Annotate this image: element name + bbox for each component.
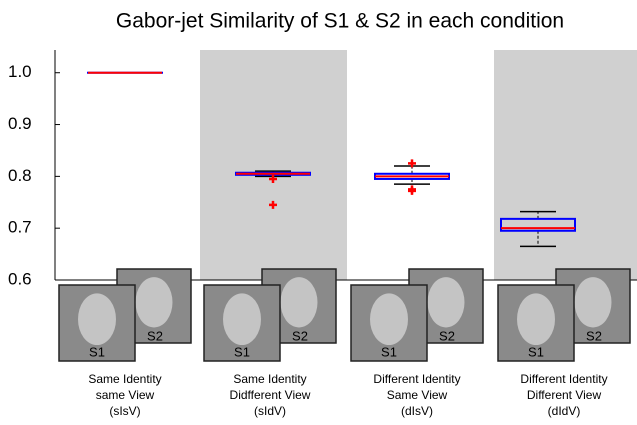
x-category-label: same View	[96, 388, 155, 402]
x-category-label: Same Identity	[233, 372, 306, 386]
x-category-label: Same View	[387, 388, 448, 402]
x-category-label: Didfferent View	[230, 388, 311, 402]
x-category-label: (dIdV)	[548, 404, 581, 418]
face	[574, 277, 612, 328]
face-label: S1	[89, 344, 105, 359]
chart-title: Gabor-jet Similarity of S1 & S2 in each …	[116, 10, 564, 33]
outlier	[269, 200, 277, 209]
face	[427, 277, 465, 328]
x-category-label: Different Identity	[373, 372, 460, 386]
face	[135, 277, 173, 328]
face-label: S1	[528, 344, 544, 359]
column-shade	[200, 50, 347, 280]
column-shade	[494, 50, 637, 280]
face-photo	[350, 284, 428, 362]
face-label: S2	[147, 328, 163, 343]
y-tick-label: 1.0	[8, 62, 32, 81]
x-category-label: (sIdV)	[254, 404, 286, 418]
face-label: S1	[381, 344, 397, 359]
x-category-label: (dIsV)	[401, 404, 433, 418]
face	[517, 293, 555, 346]
y-tick-label: 0.9	[8, 114, 32, 133]
y-tick-label: 0.8	[8, 166, 32, 185]
y-tick-label: 0.7	[8, 218, 32, 237]
face-label: S2	[292, 328, 308, 343]
y-tick-label: 0.6	[8, 269, 32, 288]
outlier	[408, 159, 416, 168]
x-category-label: (sIsV)	[109, 404, 140, 418]
face	[78, 293, 116, 346]
face-label: S2	[439, 328, 455, 343]
face-label: S2	[586, 328, 602, 343]
x-category-label: Different Identity	[520, 372, 607, 386]
face-label: S1	[234, 344, 250, 359]
face	[223, 293, 261, 346]
face	[280, 277, 318, 328]
face	[370, 293, 408, 346]
box	[500, 217, 576, 232]
x-category-label: Different View	[527, 388, 602, 402]
outlier	[408, 186, 416, 195]
x-category-label: Same Identity	[88, 372, 161, 386]
outlier	[269, 174, 277, 183]
